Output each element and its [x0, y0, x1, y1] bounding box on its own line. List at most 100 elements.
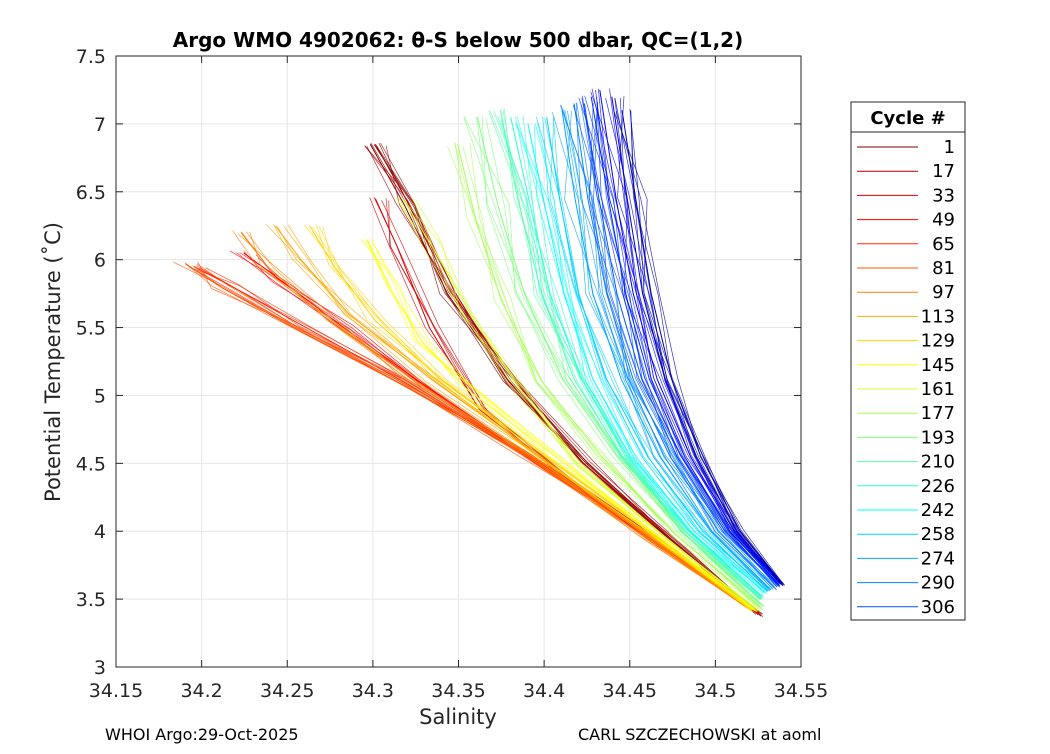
series-profile-jitter	[582, 95, 778, 588]
y-tick-label: 5	[94, 385, 106, 407]
series-profile-jitter	[316, 224, 752, 611]
tick-layer: 34.15 34.2 34.25 34.3 34.35 34.4 34.45 34.5 34.5…	[76, 46, 828, 702]
series-profile-jitter	[609, 88, 784, 586]
series-line-306	[583, 103, 779, 586]
series-profile-jitter	[584, 95, 779, 585]
x-tick-label: 34.3	[352, 680, 394, 702]
series-line-161	[402, 198, 759, 611]
legend-label: 306	[921, 597, 955, 618]
x-tick-label: 34.4	[523, 680, 565, 702]
series-profile-jitter	[371, 240, 754, 610]
legend-label: 177	[921, 403, 955, 424]
y-tick-label: 3.5	[76, 589, 106, 611]
y-tick-label: 4	[94, 521, 106, 543]
series-profile-jitter	[273, 224, 751, 610]
legend-label: 258	[921, 524, 955, 545]
series-line-193	[476, 116, 763, 607]
series-profile-jitter	[238, 233, 747, 607]
y-tick-label: 6	[94, 250, 106, 272]
series-layer	[173, 88, 785, 618]
x-tick-label: 34.2	[180, 680, 222, 702]
series-profile-jitter	[463, 115, 763, 607]
series-line-113	[274, 225, 751, 611]
series-profile-jitter	[398, 197, 759, 612]
legend-label: 17	[932, 161, 955, 182]
legend-title: Cycle #	[870, 108, 945, 129]
footer-date: WHOI Argo:29-Oct-2025	[105, 725, 299, 744]
series-line-145	[366, 239, 755, 611]
chart-title: Argo WMO 4902062: θ-S below 500 dbar, QC…	[173, 28, 743, 52]
series-line-210	[500, 110, 762, 600]
x-tick-label: 34.5	[694, 680, 736, 702]
legend-label: 81	[932, 258, 955, 279]
y-tick-label: 3	[94, 657, 106, 679]
series-profile-jitter	[597, 88, 783, 585]
series-profile-jitter	[360, 239, 755, 612]
series-profile-jitter	[283, 226, 754, 609]
series-profile-jitter	[463, 117, 765, 607]
series-line-129	[309, 225, 753, 611]
series-profile-jitter	[615, 110, 785, 586]
legend-label: 193	[921, 427, 955, 448]
legend-entries: 1 17 33 49 65 81 97 113 129 145 161 177 193 210 226 242…	[857, 137, 955, 618]
x-tick-label: 34.25	[260, 680, 314, 702]
series-profile-jitter	[549, 116, 768, 593]
legend-label: 226	[921, 476, 955, 497]
series-profile-jitter	[630, 110, 783, 584]
legend-label: 49	[932, 210, 955, 231]
legend-label: 113	[921, 306, 955, 327]
series-profile-jitter	[576, 102, 777, 588]
series-profile-jitter	[544, 118, 768, 593]
legend: Cycle # 1 17 33 49 65 81 97 113 129 145 161 177 193 2…	[850, 101, 966, 621]
series-profile-jitter	[364, 145, 762, 617]
series-profile-jitter	[596, 103, 781, 588]
series-line-97	[240, 232, 748, 608]
series-profile-jitter	[613, 112, 785, 586]
series-profile-jitter	[497, 115, 762, 597]
y-tick-label: 4.5	[76, 453, 106, 475]
series-profile-jitter	[232, 230, 749, 607]
x-tick-label: 34.15	[89, 680, 143, 702]
x-axis-label: Salinity	[419, 705, 497, 729]
y-tick-label: 5.5	[76, 318, 106, 340]
series-line-177	[457, 144, 762, 609]
series-profile-jitter	[515, 116, 762, 598]
series-profile-jitter	[578, 97, 780, 587]
series-profile-jitter	[502, 109, 761, 600]
legend-label: 129	[921, 331, 955, 352]
series-profile-jitter	[629, 109, 784, 586]
legend-label: 242	[921, 500, 955, 521]
series-profile-jitter	[414, 199, 761, 612]
series-profile-jitter	[535, 123, 767, 594]
legend-label: 97	[932, 282, 955, 303]
legend-label: 145	[921, 355, 955, 376]
legend-label: 65	[932, 234, 955, 255]
x-tick-label: 34.35	[431, 680, 485, 702]
legend-box	[850, 101, 966, 621]
series-line-258	[546, 117, 768, 592]
legend-label: 274	[921, 548, 955, 569]
legend-label: 210	[921, 452, 955, 473]
series-profile-jitter	[287, 224, 752, 611]
series-line-290	[573, 103, 775, 589]
legend-label: 33	[932, 185, 955, 206]
legend-label: 1	[944, 137, 955, 158]
y-axis-label: Potential Temperature (˚C)	[41, 222, 65, 502]
y-tick-label: 7	[94, 114, 106, 136]
series-line-242	[527, 123, 765, 593]
x-tick-label: 34.55	[774, 680, 828, 702]
y-tick-label: 6.5	[76, 182, 106, 204]
series-profile-jitter	[560, 105, 775, 587]
series-profile-jitter	[380, 143, 764, 618]
series-profile-jitter	[542, 116, 768, 592]
x-tick-label: 34.45	[603, 680, 657, 702]
series-profile-jitter	[246, 231, 747, 607]
series-line-274	[561, 110, 772, 590]
series-line-226	[510, 116, 763, 597]
footer-credit: CARL SZCZECHOWSKI at aoml	[578, 725, 822, 744]
legend-label: 161	[921, 379, 955, 400]
y-tick-label: 7.5	[76, 46, 106, 68]
series-line-extra-23	[621, 110, 783, 585]
